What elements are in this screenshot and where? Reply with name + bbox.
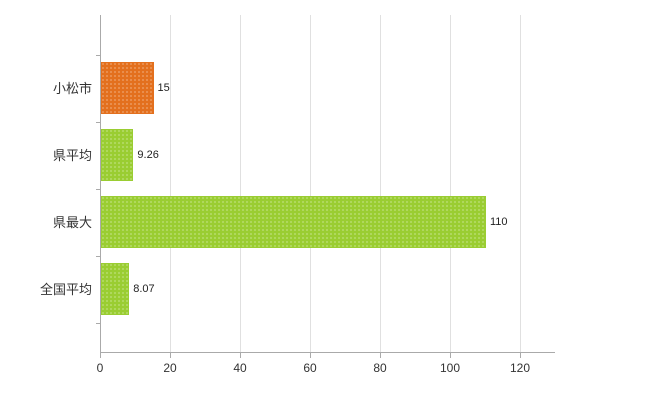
x-tickmark xyxy=(450,353,451,358)
gridline xyxy=(520,15,521,352)
bar-row: 県最大 110 xyxy=(53,189,555,256)
x-tickmark xyxy=(520,353,521,358)
x-tick-label: 60 xyxy=(303,361,317,375)
bar xyxy=(101,196,486,248)
x-tickmark xyxy=(240,353,241,358)
category-label: 県平均 xyxy=(52,148,92,163)
y-axis-line xyxy=(100,15,101,352)
bar-row: 全国平均 8.07 xyxy=(40,256,555,323)
gridline xyxy=(240,15,241,352)
y-tickmark xyxy=(96,55,100,56)
value-label: 110 xyxy=(490,216,508,228)
x-tickmark xyxy=(380,353,381,358)
bar-row: 小松市 15 xyxy=(53,55,555,122)
gridline xyxy=(310,15,311,352)
x-tick-label: 80 xyxy=(373,361,387,375)
value-label: 15 xyxy=(157,82,170,94)
gridline xyxy=(170,15,171,352)
x-tickmark xyxy=(100,353,101,358)
x-tick-label: 0 xyxy=(96,361,104,375)
bar xyxy=(101,263,130,315)
y-tickmark xyxy=(96,323,100,324)
value-label: 9.26 xyxy=(137,149,159,161)
bar xyxy=(101,62,154,114)
y-tickmark xyxy=(96,256,100,257)
x-tick-label: 100 xyxy=(439,361,461,375)
category-label: 小松市 xyxy=(52,81,92,96)
value-label: 8.07 xyxy=(133,283,155,295)
gridline xyxy=(380,15,381,352)
gridline xyxy=(450,15,451,352)
x-tick-label: 40 xyxy=(233,361,247,375)
y-tickmark xyxy=(96,122,100,123)
x-tickmark xyxy=(170,353,171,358)
x-axis-line xyxy=(100,352,555,353)
plot-area: 小松市 15 県平均 9.26 県最大 110 全国平均 8.07 0 20 40 6… xyxy=(40,15,555,375)
category-label: 全国平均 xyxy=(39,282,92,297)
bar-row: 県平均 9.26 xyxy=(53,122,555,189)
category-label: 県最大 xyxy=(52,215,92,230)
bar xyxy=(101,129,134,181)
x-tick-label: 20 xyxy=(163,361,177,375)
x-tickmark xyxy=(310,353,311,358)
y-tickmark xyxy=(96,189,100,190)
x-tick-label: 120 xyxy=(509,361,531,375)
